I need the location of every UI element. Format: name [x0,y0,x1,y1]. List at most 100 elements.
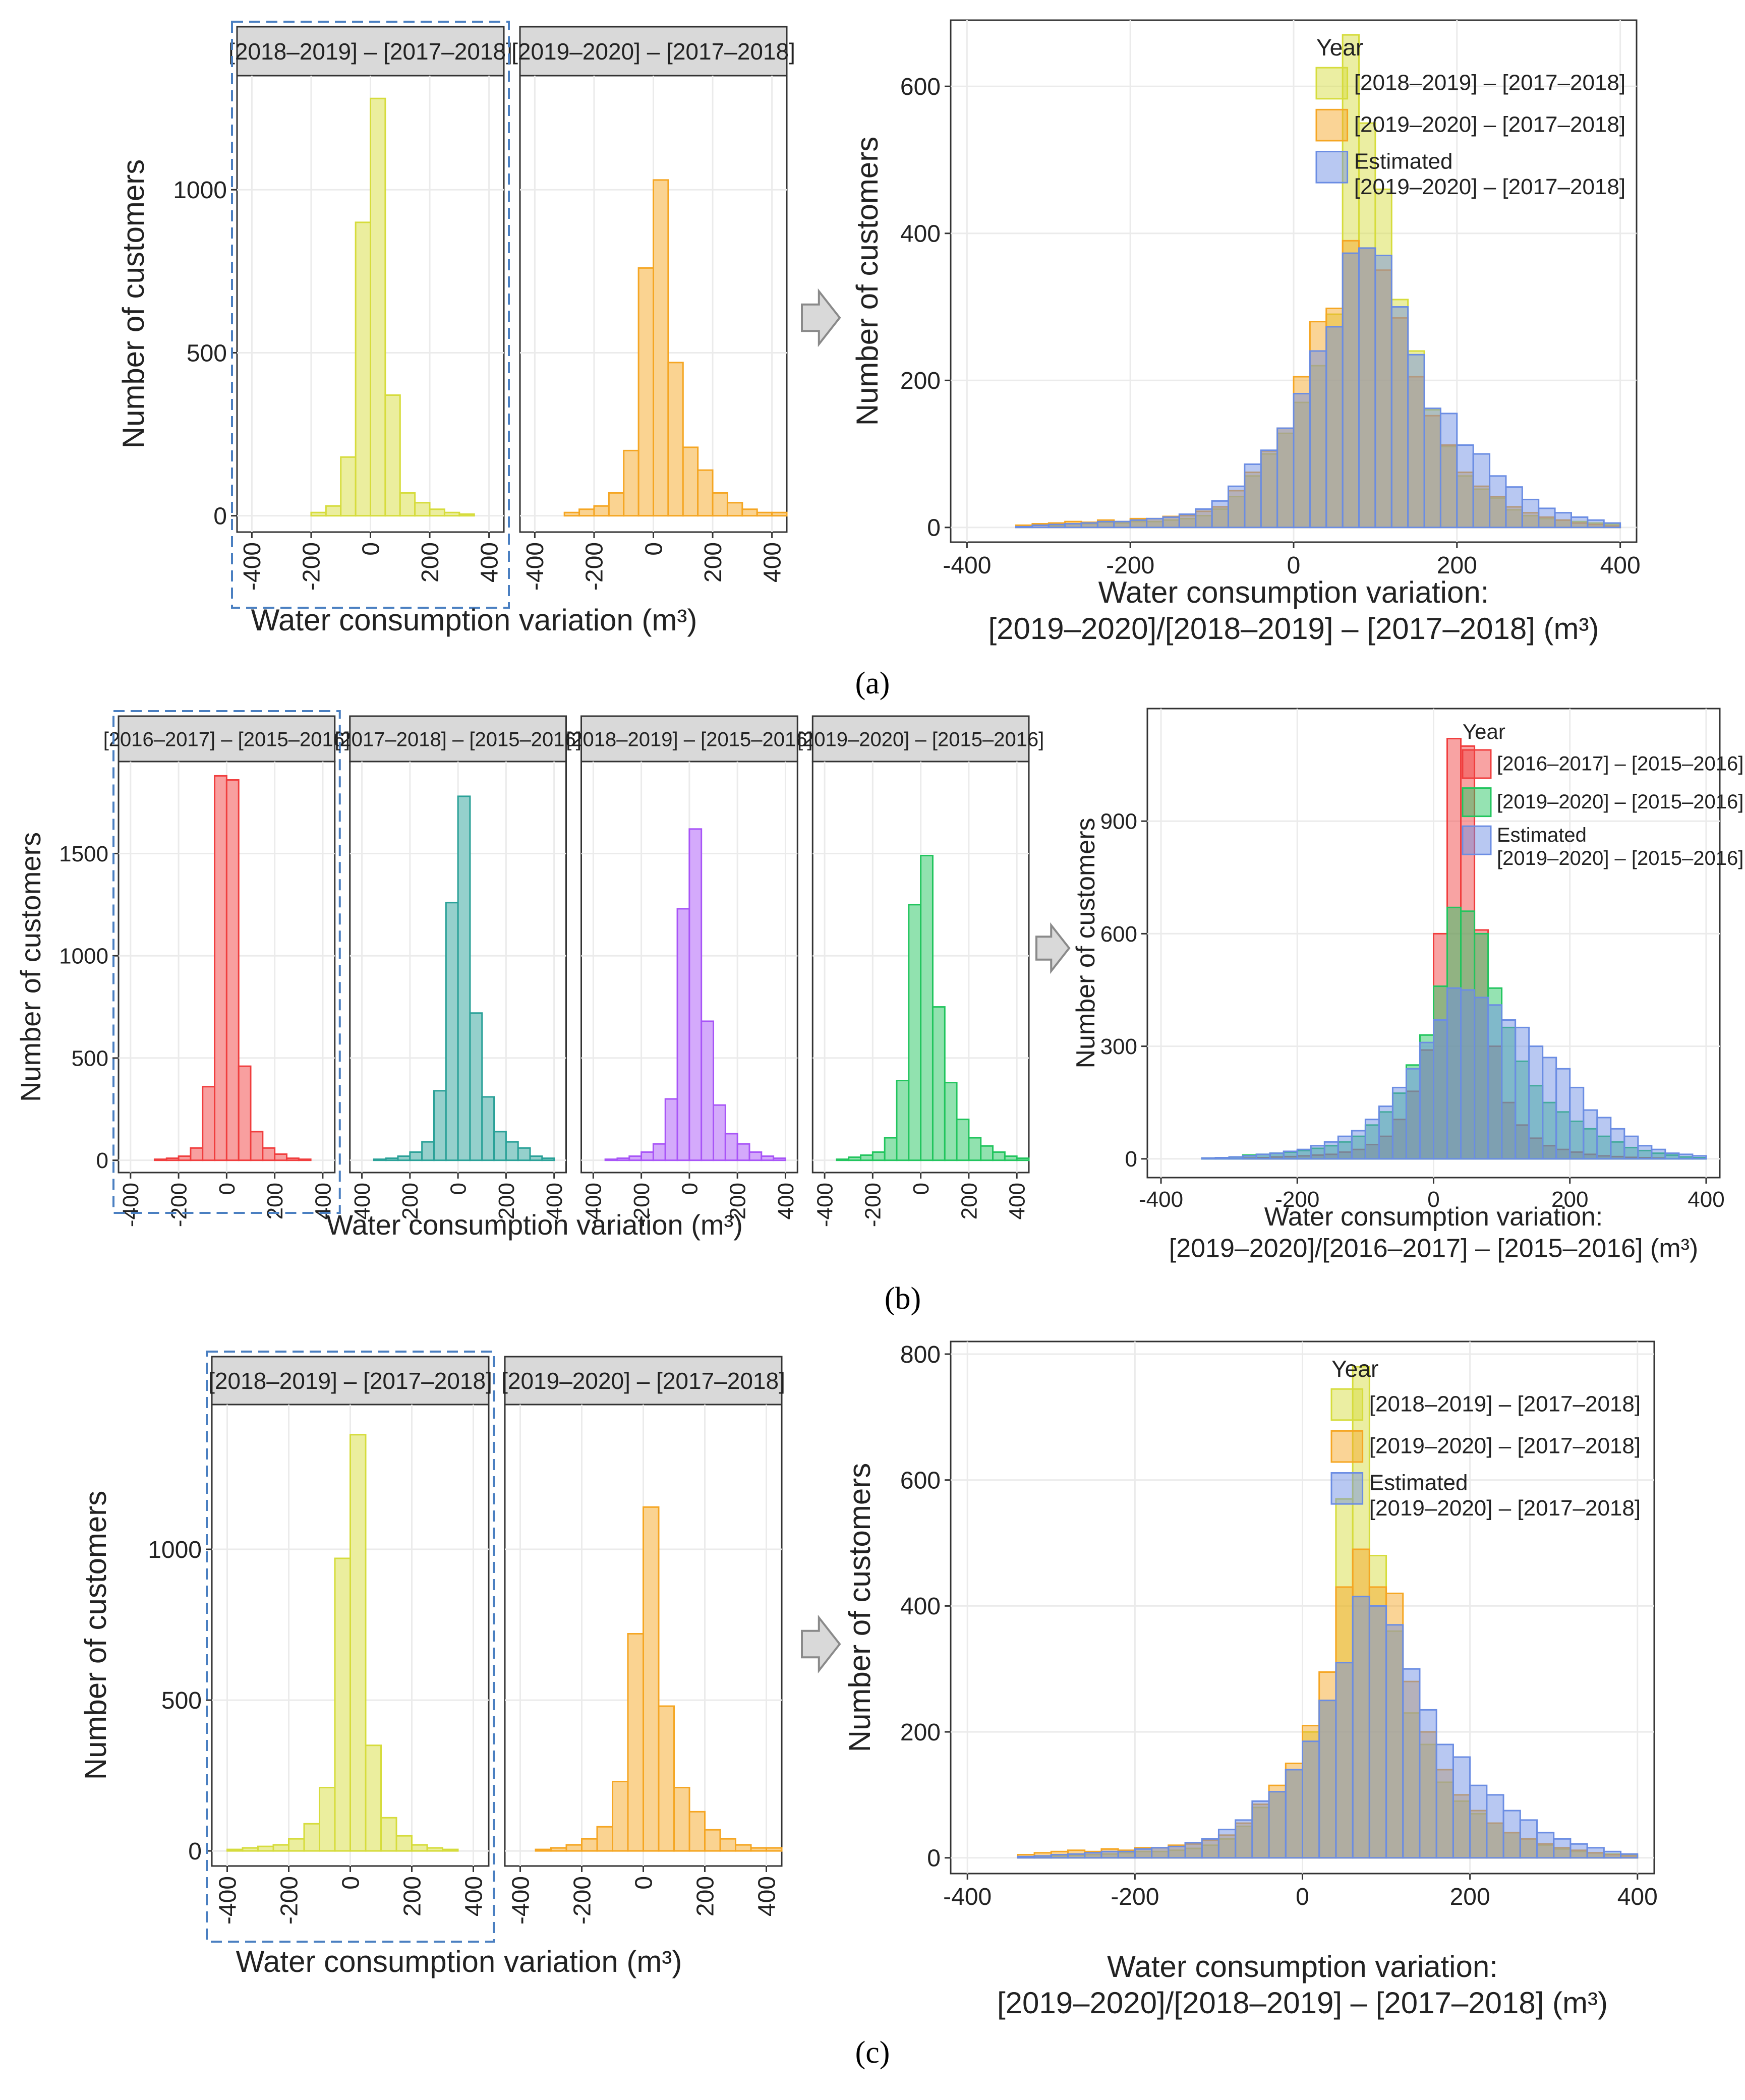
histogram-bar [652,1143,666,1161]
histogram-bar [340,456,357,517]
facet-strip [504,1356,783,1406]
histogram-bar [373,1158,387,1161]
facet-strip [118,715,336,763]
facet-strip-label: [2019–2020] – [2017–2018] [511,38,795,65]
x-tick-label: -400 [943,1884,992,1910]
histogram-bar [1342,240,1360,529]
histogram-bar [593,505,610,517]
x-tick-label: 400 [1600,552,1641,579]
histogram-bar [1456,475,1474,529]
histogram-bar [667,362,684,517]
histogram-bar [563,511,580,517]
histogram-bar [1151,1847,1170,1859]
histogram-bar [1501,1019,1517,1160]
histogram-bar [350,1434,367,1852]
facet-panel: [2016–2017] – [2015–2016]-400 -200 0 200 400 [103,710,350,1227]
x-tick-label: -200 [276,1876,303,1924]
selection-box [206,1351,495,1943]
histogram-bar [748,1151,763,1161]
histogram-bar [1460,989,1476,1160]
histogram-bar [623,449,639,517]
x-axis-title: Water consumption variation: [1098,575,1489,609]
histogram-bar [1310,1145,1325,1160]
x-tick-label: 400 [759,542,786,582]
x-tick-label: -200 [166,1183,191,1227]
y-axis-title: Number of customers [843,1463,877,1753]
histogram-bar [884,1137,898,1161]
histogram-bar [1368,1586,1387,1859]
right-arrow-icon [1035,922,1071,974]
histogram-bar [932,1006,946,1161]
histogram-bar [713,1104,726,1161]
histogram-bar [1201,1838,1219,1859]
histogram-bar [1195,508,1213,529]
histogram-bar [1374,254,1392,529]
histogram-bar [980,1145,994,1161]
histogram-bar [1214,1157,1230,1160]
histogram-bar [257,1845,274,1852]
histogram-bar [761,1155,775,1161]
y-tick-label: 0 [213,503,227,530]
histogram-bar [637,267,654,517]
histogram-bar [1100,1850,1119,1859]
x-tick-label: -200 [1106,552,1154,579]
x-tick-label: 200 [417,542,444,582]
histogram-bar [920,855,934,1161]
y-tick-label: 900 [1100,809,1137,834]
x-tick-label: -400 [943,552,991,579]
histogram-bar [1538,507,1556,529]
histogram-bar [704,1829,721,1852]
histogram-bar [1351,1130,1366,1160]
histogram-bar [1542,1057,1557,1160]
histogram-bar [1217,1829,1237,1859]
histogram-bar [1033,1855,1052,1859]
histogram-bar [1570,516,1589,529]
facet-strip-label: [2018–2019] – [2017–2018] [228,38,512,65]
histogram-bar [1433,1019,1448,1160]
histogram-bar [1472,453,1491,529]
selection-box [112,710,341,1214]
x-tick-label: 0 [641,542,667,556]
x-tick-label: 0 [358,542,384,556]
histogram-bar [643,1506,660,1852]
right-arrow-icon [801,288,841,347]
legend: Year [2018–2019] – [2017–2018] [2019–2020]… [1315,34,1625,199]
x-tick-label: -200 [1275,1187,1319,1212]
histogram-bar [1268,1791,1287,1859]
histogram-bar [1419,1041,1434,1160]
x-tick-label: 200 [494,1183,519,1219]
histogram-bar [1337,1135,1353,1160]
histogram-bar [1528,1045,1544,1160]
histogram-bar [370,97,386,517]
histogram-bar [1637,1145,1653,1160]
histogram-bar [1067,1853,1086,1859]
histogram-bar [1486,1794,1504,1859]
histogram-bar [1586,1847,1605,1859]
histogram-bar [262,1147,276,1161]
legend-entry: [2018–2019] – [2017–2018] [1354,71,1625,95]
histogram-bar [1309,350,1327,529]
histogram-bar [1587,519,1605,529]
histogram-bar [1405,1068,1421,1160]
y-tick-label: 0 [1125,1147,1137,1172]
x-tick-label: 0 [909,1183,934,1195]
histogram-bar [1596,1117,1612,1160]
histogram-bar [1385,1630,1404,1859]
legend-title: Year [1463,720,1505,743]
x-tick-label: -400 [581,1183,606,1227]
histogram-bar [1390,306,1409,529]
y-tick-label: 200 [900,1719,941,1746]
histogram-bar [1407,354,1425,529]
histogram-bar [664,1098,678,1161]
legend-title: Year [1331,1356,1378,1382]
histogram-bar [581,1838,598,1852]
histogram-bar [908,904,922,1161]
x-tick-label: 400 [1005,1183,1030,1219]
histogram-bar [365,1744,382,1852]
legend-entry: [2019–2020] – [2017–2018] [1354,112,1625,137]
histogram-bar [443,511,460,517]
histogram-bar [421,1141,435,1161]
histogram-bar [578,508,595,517]
histogram-bar [1235,1825,1253,1859]
histogram-bar [1528,1137,1544,1160]
